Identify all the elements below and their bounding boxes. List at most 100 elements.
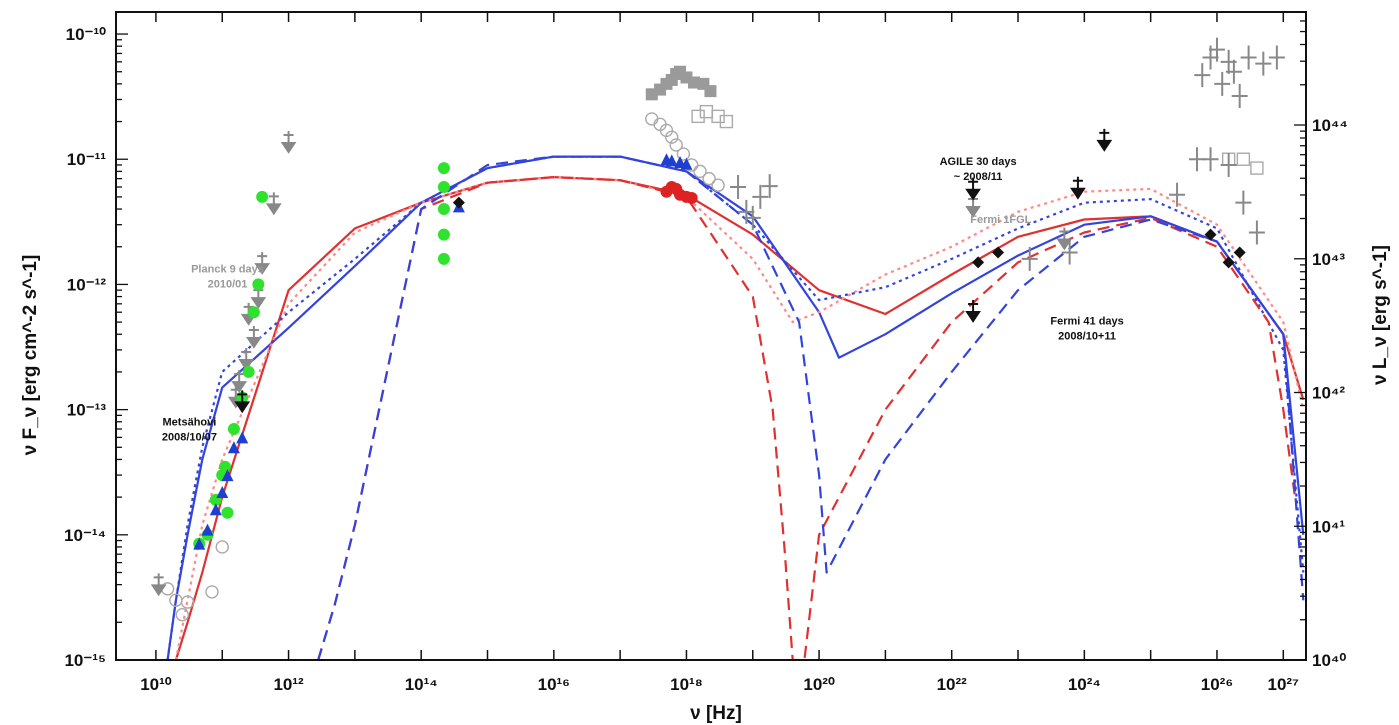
data-point [680, 157, 693, 170]
axes: 10¹⁰ 10¹² 10¹⁴ 10¹⁶ 10¹⁸ 10²⁰ 10²² 10²⁴ 10²⁶ 10²⁷… [64, 11, 1348, 694]
model-curve [174, 176, 1305, 660]
y-tick-label-left: 10⁻¹⁴ [64, 526, 106, 545]
annotation-line: Fermi 41 days [1050, 315, 1123, 327]
data-point [247, 306, 260, 319]
data-point [1235, 190, 1252, 215]
annotation-label: Metsähovi 2008/10/07 [162, 416, 217, 443]
data-point [1202, 147, 1219, 172]
data-point [1250, 161, 1264, 175]
data-point [691, 109, 705, 124]
annotation-line: AGILE 30 days [940, 156, 1017, 168]
data-point [221, 506, 234, 519]
data-point [437, 203, 450, 216]
x-tick-label: 10¹⁴ [405, 675, 438, 694]
annotation-line: ~ 2008/11 [954, 171, 1003, 183]
annotation-line: 2010/01 [208, 278, 248, 290]
y-axis-title-right: ν L_ν [erg s^-1] [1370, 245, 1391, 385]
data-point [437, 181, 450, 194]
data-point [688, 76, 701, 89]
upper-limit-point [254, 252, 271, 275]
data-point [1240, 45, 1257, 70]
data-point [685, 192, 698, 205]
upper-limit-point [246, 325, 262, 349]
data-point [665, 154, 678, 167]
x-tick-label: 10¹⁰ [140, 675, 172, 694]
annotation-line: 2008/10/07 [162, 431, 217, 443]
data-point [972, 256, 985, 269]
data-point [236, 431, 249, 444]
annotation-label: Planck 9 days 2010/01 [191, 263, 264, 290]
data-point [209, 503, 222, 516]
annotation-line: 2008/10+11 [1058, 330, 1116, 342]
data-point [205, 585, 219, 599]
data-point [216, 485, 229, 498]
x-tick-label: 10²⁶ [1201, 675, 1233, 694]
data-point [1231, 83, 1248, 108]
data-point [1248, 220, 1265, 245]
data-point [730, 175, 747, 200]
y-tick-label-left: 10⁻¹³ [67, 401, 107, 420]
annotation-label: Fermi 1FGL [970, 214, 1031, 226]
upper-limit-point [1070, 176, 1086, 200]
data-point [1268, 45, 1285, 70]
data-points [150, 37, 1285, 622]
data-point [180, 595, 195, 609]
y-tick-label-left: 10⁻¹⁰ [66, 25, 107, 44]
annotation-line: Metsähovi [163, 416, 217, 428]
x-axis-title: ν [Hz] [690, 703, 742, 724]
y-tick-label-left: 10⁻¹² [67, 275, 107, 294]
data-point [256, 190, 269, 203]
data-point [242, 365, 255, 378]
data-point [437, 252, 450, 265]
upper-limit-point [965, 177, 981, 201]
annotation-line: Fermi 1FGL [970, 214, 1031, 226]
data-point [752, 184, 769, 209]
data-point [1208, 37, 1225, 62]
y-tick-label-right: 10⁴⁴ [1312, 116, 1348, 135]
upper-limit-point [1056, 227, 1073, 251]
data-point [1236, 152, 1251, 166]
upper-limit-point [965, 300, 981, 323]
data-point [215, 540, 229, 554]
x-tick-label: 10¹⁶ [538, 675, 570, 694]
x-tick-label: 10¹² [273, 675, 304, 694]
plot-frame [115, 11, 1307, 661]
data-point [437, 162, 450, 175]
upper-limit-point [280, 130, 297, 154]
data-point [227, 441, 240, 454]
model-curve [166, 155, 1305, 660]
data-point [1214, 71, 1231, 96]
data-point [761, 174, 778, 199]
data-point [452, 196, 465, 209]
y-tick-label-right: 10⁴² [1312, 384, 1345, 403]
upper-limit-point [1096, 128, 1113, 152]
y-tick-label-left: 10⁻¹¹ [67, 150, 107, 169]
y-axis-title-left: ν F_ν [erg cm^-2 s^-1] [20, 255, 41, 456]
data-point [992, 246, 1005, 259]
data-point [252, 278, 265, 291]
data-point [711, 109, 725, 124]
data-point [1222, 256, 1235, 269]
data-point [744, 205, 761, 230]
annotation-label: Fermi 41 days 2008/10+11 [1050, 315, 1123, 342]
data-point [175, 608, 190, 622]
data-point [665, 130, 679, 144]
data-point [711, 178, 725, 192]
data-point [1194, 63, 1211, 88]
x-tick-label: 10²⁴ [1068, 675, 1101, 694]
data-point [738, 199, 755, 224]
upper-limit-point [234, 390, 251, 414]
data-point [221, 469, 234, 482]
data-point [702, 171, 716, 186]
data-point [1220, 152, 1237, 177]
x-tick-label: 10²⁰ [803, 675, 835, 694]
data-point [1204, 228, 1217, 241]
upper-limit-point [238, 348, 255, 371]
data-point [669, 138, 683, 152]
x-tick-label: 10²² [937, 675, 968, 694]
y-tick-label-right: 10⁴¹ [1312, 517, 1345, 536]
upper-limit-point [265, 192, 282, 216]
upper-limit-point [150, 573, 167, 597]
